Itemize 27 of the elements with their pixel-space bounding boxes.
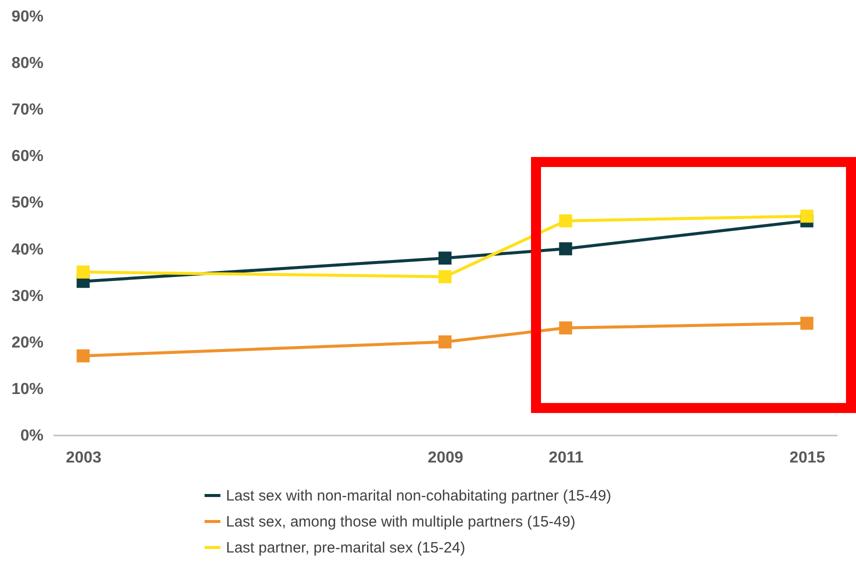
- point: [438, 270, 452, 284]
- y-tick-label: 60%: [11, 148, 44, 166]
- y-tick-label: 10%: [11, 380, 44, 398]
- point: [76, 349, 90, 362]
- y-tick-label: 40%: [11, 241, 44, 258]
- point: [559, 242, 572, 256]
- point: [800, 316, 814, 330]
- x-tick-label: 2003: [66, 450, 102, 466]
- y-tick-label: 80%: [11, 55, 44, 72]
- point: [559, 214, 572, 228]
- x-tick-label: 2011: [548, 450, 584, 466]
- y-tick-label: 0%: [20, 428, 44, 444]
- y-tick-label: 20%: [11, 334, 44, 352]
- point: [438, 335, 452, 348]
- legend-label: Last partner, pre-marital sex (15-24): [226, 540, 466, 556]
- legend-label: Last sex with non-marital non-cohabitating partner (15-49): [226, 488, 612, 504]
- y-tick-label: 50%: [11, 194, 44, 212]
- point: [559, 321, 572, 334]
- x-tick-label: 2009: [428, 450, 464, 466]
- point: [800, 210, 814, 223]
- y-tick-label: 70%: [11, 102, 44, 119]
- point: [76, 266, 90, 279]
- y-tick-label: 90%: [11, 8, 44, 26]
- x-tick-label: 2015: [790, 450, 826, 466]
- point: [438, 252, 452, 265]
- y-tick-label: 30%: [11, 288, 44, 305]
- legend-label: Last sex, among those with multiple partners (15-49): [226, 514, 576, 530]
